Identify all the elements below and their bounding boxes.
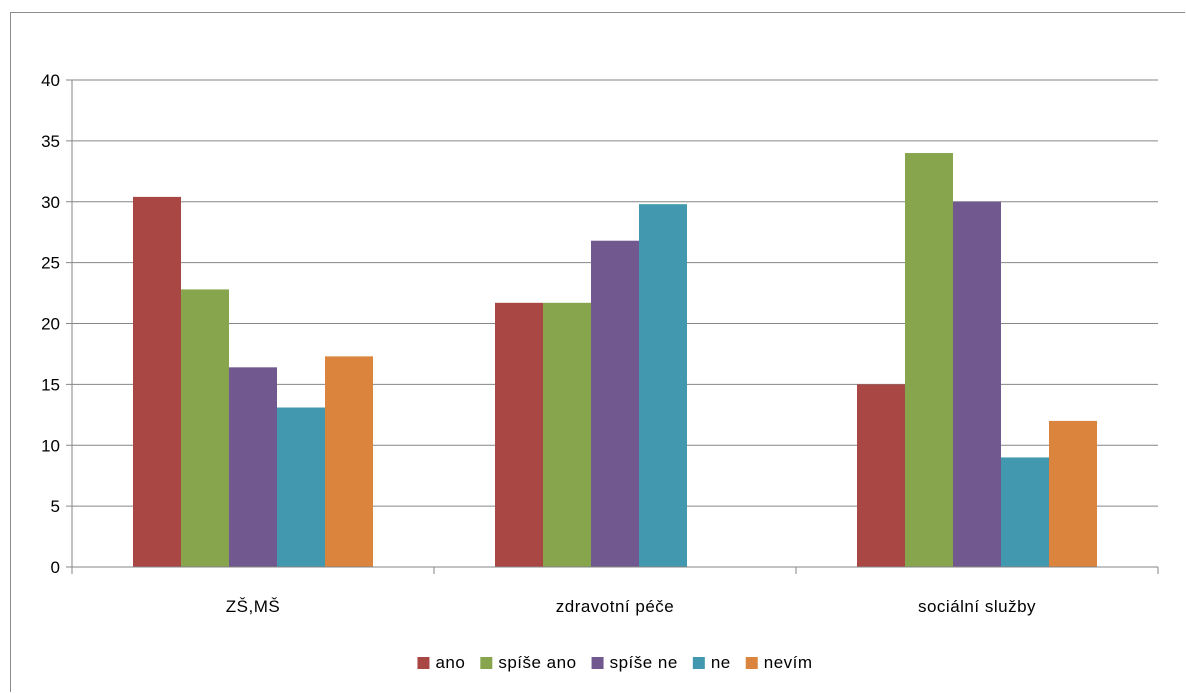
bar bbox=[1049, 420, 1097, 567]
y-tick-label: 15 bbox=[41, 375, 60, 394]
bar bbox=[905, 153, 953, 568]
bar bbox=[325, 356, 373, 567]
y-tick-label: 35 bbox=[41, 132, 60, 151]
y-tick-label: 20 bbox=[41, 315, 60, 334]
bar bbox=[591, 240, 639, 567]
bar bbox=[229, 367, 277, 567]
bars bbox=[133, 153, 1097, 568]
bar bbox=[277, 407, 325, 567]
x-category-label: ZŠ,MŠ bbox=[226, 597, 280, 616]
bar bbox=[639, 204, 687, 567]
bar bbox=[543, 302, 591, 567]
legend-label: ano bbox=[435, 653, 465, 672]
x-category-label: zdravotní péče bbox=[556, 597, 675, 616]
y-tick-label: 40 bbox=[41, 71, 60, 90]
legend: ano spíše ano spíše ne ne nevím bbox=[417, 653, 812, 672]
legend-swatch bbox=[591, 657, 604, 669]
legend-swatch bbox=[692, 657, 705, 669]
y-tick-label: 5 bbox=[51, 497, 60, 516]
legend-label: nevím bbox=[764, 653, 813, 672]
y-tick-label: 30 bbox=[41, 193, 60, 212]
legend-swatch bbox=[417, 657, 430, 669]
bar bbox=[953, 201, 1001, 567]
y-tick-label: 0 bbox=[51, 558, 60, 577]
legend-label: spíše ne bbox=[610, 653, 678, 672]
bar bbox=[1001, 457, 1049, 567]
bar bbox=[133, 196, 181, 567]
y-tick-label: 10 bbox=[41, 436, 60, 455]
y-tick-label: 25 bbox=[41, 254, 60, 273]
bar bbox=[495, 302, 543, 567]
x-category-label: sociální služby bbox=[918, 597, 1036, 616]
bar bbox=[181, 289, 229, 567]
legend-swatch bbox=[745, 657, 758, 669]
axes: 0 5 10 15 20 25 30 35 40 ZŠ,MŠ zdravotní péče sociá… bbox=[41, 71, 1159, 616]
legend-label: spíše ano bbox=[498, 653, 576, 672]
legend-label: ne bbox=[711, 653, 731, 672]
legend-swatch bbox=[480, 657, 493, 669]
bar bbox=[857, 384, 905, 567]
